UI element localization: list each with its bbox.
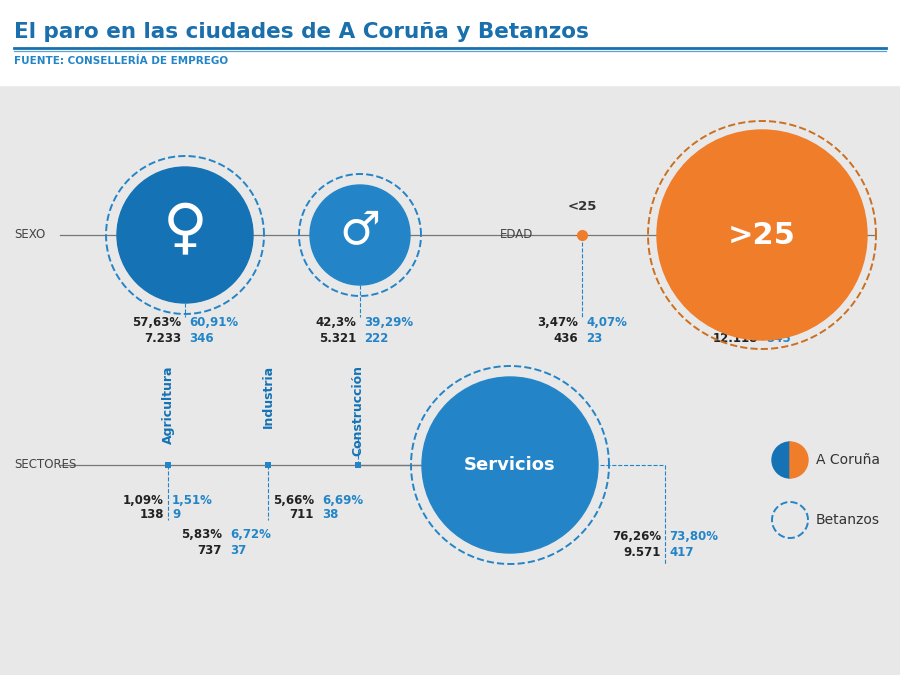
Text: 76,26%: 76,26%	[612, 531, 661, 543]
Text: 1,09%: 1,09%	[123, 493, 164, 506]
Text: 39,29%: 39,29%	[364, 317, 413, 329]
Text: 5,66%: 5,66%	[273, 493, 314, 506]
Text: EDAD: EDAD	[500, 229, 534, 242]
Text: 42,3%: 42,3%	[315, 317, 356, 329]
Text: <25: <25	[567, 200, 597, 213]
Text: 7.233: 7.233	[144, 333, 181, 346]
Text: 96,55%: 96,55%	[708, 317, 758, 329]
Text: Agricultura: Agricultura	[161, 365, 175, 443]
Text: 6,69%: 6,69%	[322, 493, 363, 506]
Text: 73,80%: 73,80%	[669, 531, 718, 543]
Text: 95,9%: 95,9%	[766, 317, 807, 329]
Text: >25: >25	[728, 221, 796, 250]
Text: 5,83%: 5,83%	[181, 529, 222, 541]
Text: 545: 545	[766, 333, 791, 346]
Text: 57,63%: 57,63%	[132, 317, 181, 329]
Text: 23: 23	[586, 333, 602, 346]
Text: 9: 9	[172, 508, 180, 522]
Text: 3,47%: 3,47%	[537, 317, 578, 329]
Text: 9.571: 9.571	[624, 547, 661, 560]
Text: 737: 737	[198, 543, 222, 556]
Text: 1,51%: 1,51%	[172, 493, 213, 506]
Text: Betanzos: Betanzos	[816, 513, 880, 527]
Text: ♂: ♂	[339, 209, 381, 254]
Text: 60,91%: 60,91%	[189, 317, 239, 329]
Circle shape	[310, 185, 410, 285]
Text: 436: 436	[554, 333, 578, 346]
Text: ♀: ♀	[163, 202, 207, 261]
Text: 38: 38	[322, 508, 338, 522]
Text: SECTORES: SECTORES	[14, 458, 77, 472]
Text: FUENTE: CONSELLERÍA DE EMPREGO: FUENTE: CONSELLERÍA DE EMPREGO	[14, 56, 228, 66]
Text: Servicios: Servicios	[464, 456, 556, 474]
Text: 138: 138	[140, 508, 164, 522]
Circle shape	[422, 377, 598, 553]
Text: 37: 37	[230, 543, 247, 556]
Text: El paro en las ciudades de A Coruña y Betanzos: El paro en las ciudades de A Coruña y Be…	[14, 22, 589, 42]
Bar	[0, 85, 900, 675]
Text: SEXO: SEXO	[14, 229, 45, 242]
Text: 711: 711	[290, 508, 314, 522]
Text: 222: 222	[364, 333, 389, 346]
Text: 417: 417	[669, 547, 694, 560]
Text: 6,72%: 6,72%	[230, 529, 271, 541]
Text: 5.321: 5.321	[319, 333, 356, 346]
Text: 12.118: 12.118	[713, 333, 758, 346]
Wedge shape	[790, 442, 808, 478]
Circle shape	[117, 167, 253, 303]
Bar	[0, 0, 900, 85]
Text: Construcción: Construcción	[352, 365, 365, 456]
Text: 4,07%: 4,07%	[586, 317, 627, 329]
Wedge shape	[772, 442, 790, 478]
Text: Industria: Industria	[262, 365, 274, 428]
Text: 346: 346	[189, 333, 213, 346]
Circle shape	[657, 130, 867, 340]
Text: A Coruña: A Coruña	[816, 453, 880, 467]
